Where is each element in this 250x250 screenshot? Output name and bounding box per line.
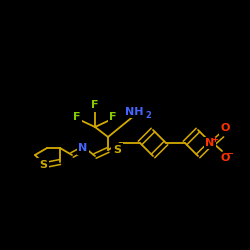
Text: +: + <box>212 134 218 143</box>
Text: N: N <box>206 138 214 148</box>
Text: −: − <box>226 150 234 158</box>
Text: S: S <box>39 160 47 170</box>
Text: O: O <box>220 123 230 133</box>
Text: NH: NH <box>124 107 143 117</box>
Text: F: F <box>91 100 99 110</box>
Text: F: F <box>73 112 81 122</box>
Text: F: F <box>109 112 117 122</box>
Text: 2: 2 <box>145 110 151 120</box>
Text: S: S <box>113 145 121 155</box>
Text: N: N <box>78 143 88 153</box>
Text: O: O <box>220 153 230 163</box>
